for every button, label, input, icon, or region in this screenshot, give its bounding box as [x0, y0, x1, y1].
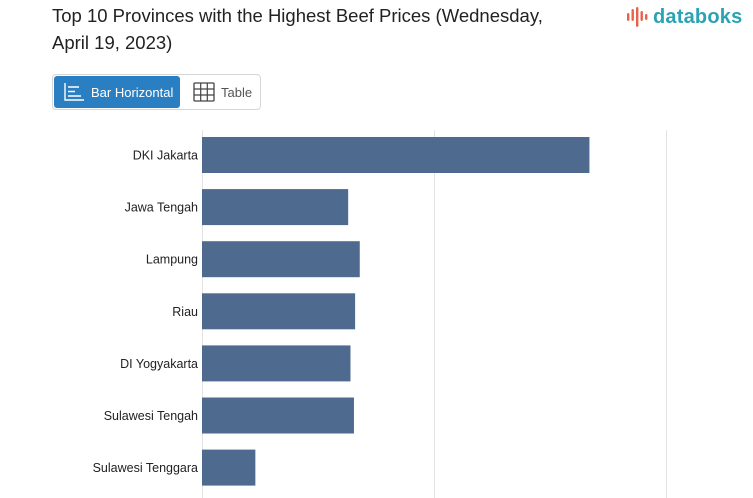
table-label: Table: [221, 84, 253, 100]
category-label: Riau: [172, 305, 198, 319]
bar-horizontal-label: Bar Horizontal: [91, 84, 174, 100]
bar-sulawesi-tengah[interactable]: [202, 397, 354, 434]
view-toggle: Bar Horizontal Table: [52, 74, 261, 110]
bar-jawa-tengah[interactable]: [202, 189, 349, 226]
table-grid-icon: [193, 82, 215, 102]
category-label: Sulawesi Tenggara: [93, 461, 198, 475]
databoks-mark-icon: [627, 7, 648, 27]
category-label: Jawa Tengah: [125, 201, 198, 215]
category-label: Lampung: [146, 253, 198, 267]
bar-horizontal-tab[interactable]: Bar Horizontal: [54, 76, 180, 108]
category-label: DKI Jakarta: [133, 149, 198, 163]
brand-name: databoks: [653, 5, 743, 28]
category-label: Sulawesi Tengah: [104, 409, 198, 423]
bar-sulawesi-tenggara[interactable]: [202, 449, 256, 486]
bar-lampung[interactable]: [202, 241, 360, 278]
table-tab[interactable]: Table: [181, 75, 252, 109]
category-label: DI Yogyakarta: [120, 357, 198, 371]
bar-chart-icon: [64, 83, 84, 101]
bar-di-yogyakarta[interactable]: [202, 345, 351, 382]
bar-dki-jakarta[interactable]: [202, 137, 590, 173]
chart-title: Top 10 Provinces with the Highest Beef P…: [52, 5, 543, 53]
databoks-logo[interactable]: databoks: [626, 4, 742, 30]
bar-riau[interactable]: [202, 293, 356, 330]
